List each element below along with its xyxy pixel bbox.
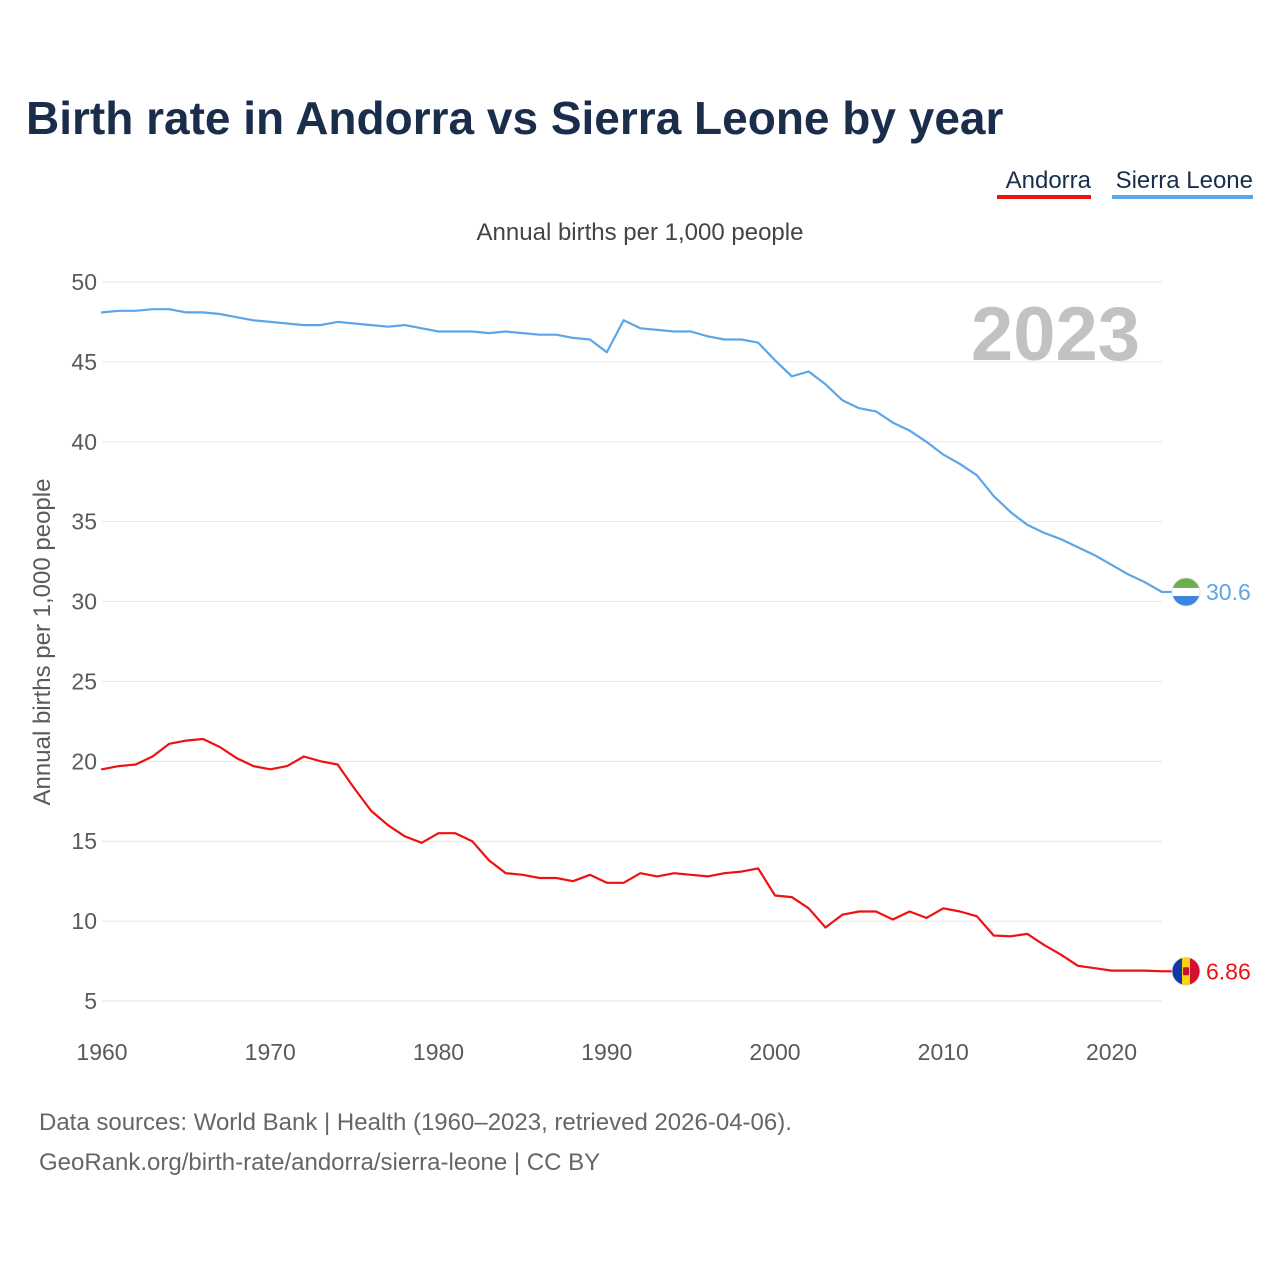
sierra-leone-flag-icon bbox=[1171, 577, 1201, 607]
y-axis-ticks: 5 10 15 20 25 30 35 40 45 50 bbox=[71, 269, 97, 1014]
series-line-andorra[interactable] bbox=[100, 737, 1164, 973]
legend-label-andorra[interactable]: Andorra bbox=[1006, 167, 1092, 194]
series-layer bbox=[100, 308, 1164, 973]
y-tick-label: 5 bbox=[84, 988, 97, 1014]
source-line-2[interactable]: GeoRank.org/birth-rate/andorra/sierra-le… bbox=[39, 1149, 600, 1176]
y-tick-label: 20 bbox=[71, 748, 97, 774]
y-axis-title: Annual births per 1,000 people bbox=[29, 479, 56, 806]
end-markers: 6.86 30.6 bbox=[1162, 577, 1251, 986]
y-tick-label: 15 bbox=[71, 828, 97, 854]
series-line-sierra-leone[interactable] bbox=[100, 308, 1164, 594]
andorra-flag-icon bbox=[1171, 956, 1201, 986]
x-tick-label: 1960 bbox=[76, 1039, 127, 1065]
chart-title: Birth rate in Andorra vs Sierra Leone by… bbox=[26, 92, 1004, 144]
y-tick-label: 50 bbox=[71, 269, 97, 295]
legend: Andorra Sierra Leone bbox=[997, 167, 1253, 199]
y-tick-label: 10 bbox=[71, 908, 97, 934]
x-tick-label: 2000 bbox=[749, 1039, 800, 1065]
gridlines bbox=[102, 281, 1162, 1002]
x-tick-label: 2010 bbox=[918, 1039, 969, 1065]
source-line-1: Data sources: World Bank | Health (1960–… bbox=[39, 1109, 792, 1136]
y-tick-label: 40 bbox=[71, 429, 97, 455]
legend-swatch-sierra-leone bbox=[1112, 195, 1253, 199]
end-value-label: 6.86 bbox=[1206, 958, 1251, 984]
end-value-label: 30.6 bbox=[1206, 579, 1251, 605]
y-tick-label: 45 bbox=[71, 349, 97, 375]
chart-subtitle: Annual births per 1,000 people bbox=[477, 219, 804, 246]
year-watermark: 2023 bbox=[971, 292, 1140, 377]
x-tick-label: 1970 bbox=[245, 1039, 296, 1065]
x-axis-ticks: 1960 1970 1980 1990 2000 2010 2020 bbox=[76, 1039, 1137, 1065]
y-tick-label: 25 bbox=[71, 668, 97, 694]
x-tick-label: 1980 bbox=[413, 1039, 464, 1065]
y-tick-label: 35 bbox=[71, 509, 97, 535]
x-tick-label: 1990 bbox=[581, 1039, 632, 1065]
legend-label-sierra-leone[interactable]: Sierra Leone bbox=[1116, 167, 1253, 194]
x-tick-label: 2020 bbox=[1086, 1039, 1137, 1065]
y-tick-label: 30 bbox=[71, 589, 97, 615]
legend-swatch-andorra bbox=[997, 195, 1091, 199]
